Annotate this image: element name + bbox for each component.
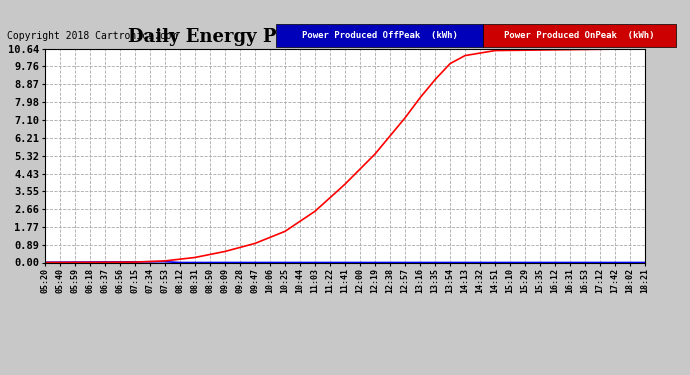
Title: Daily Energy Production Mon Jun 18 18:40: Daily Energy Production Mon Jun 18 18:40 bbox=[128, 28, 562, 46]
Text: Copyright 2018 Cartronics.com: Copyright 2018 Cartronics.com bbox=[7, 32, 177, 41]
Text: Power Produced OffPeak  (kWh): Power Produced OffPeak (kWh) bbox=[302, 31, 457, 40]
Text: Power Produced OnPeak  (kWh): Power Produced OnPeak (kWh) bbox=[504, 31, 655, 40]
